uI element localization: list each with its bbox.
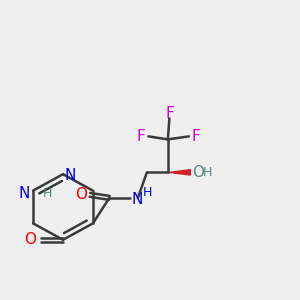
- Text: O: O: [75, 188, 87, 202]
- Text: H: H: [203, 167, 212, 179]
- Text: F: F: [191, 129, 200, 144]
- Polygon shape: [169, 170, 190, 175]
- Text: N: N: [132, 192, 143, 207]
- Text: O: O: [24, 232, 36, 247]
- Text: F: F: [166, 106, 175, 122]
- Text: N: N: [64, 168, 76, 183]
- Text: N: N: [18, 186, 29, 201]
- Text: F: F: [136, 129, 146, 144]
- Text: H: H: [43, 187, 52, 200]
- Text: O: O: [192, 166, 204, 181]
- Text: H: H: [143, 186, 152, 199]
